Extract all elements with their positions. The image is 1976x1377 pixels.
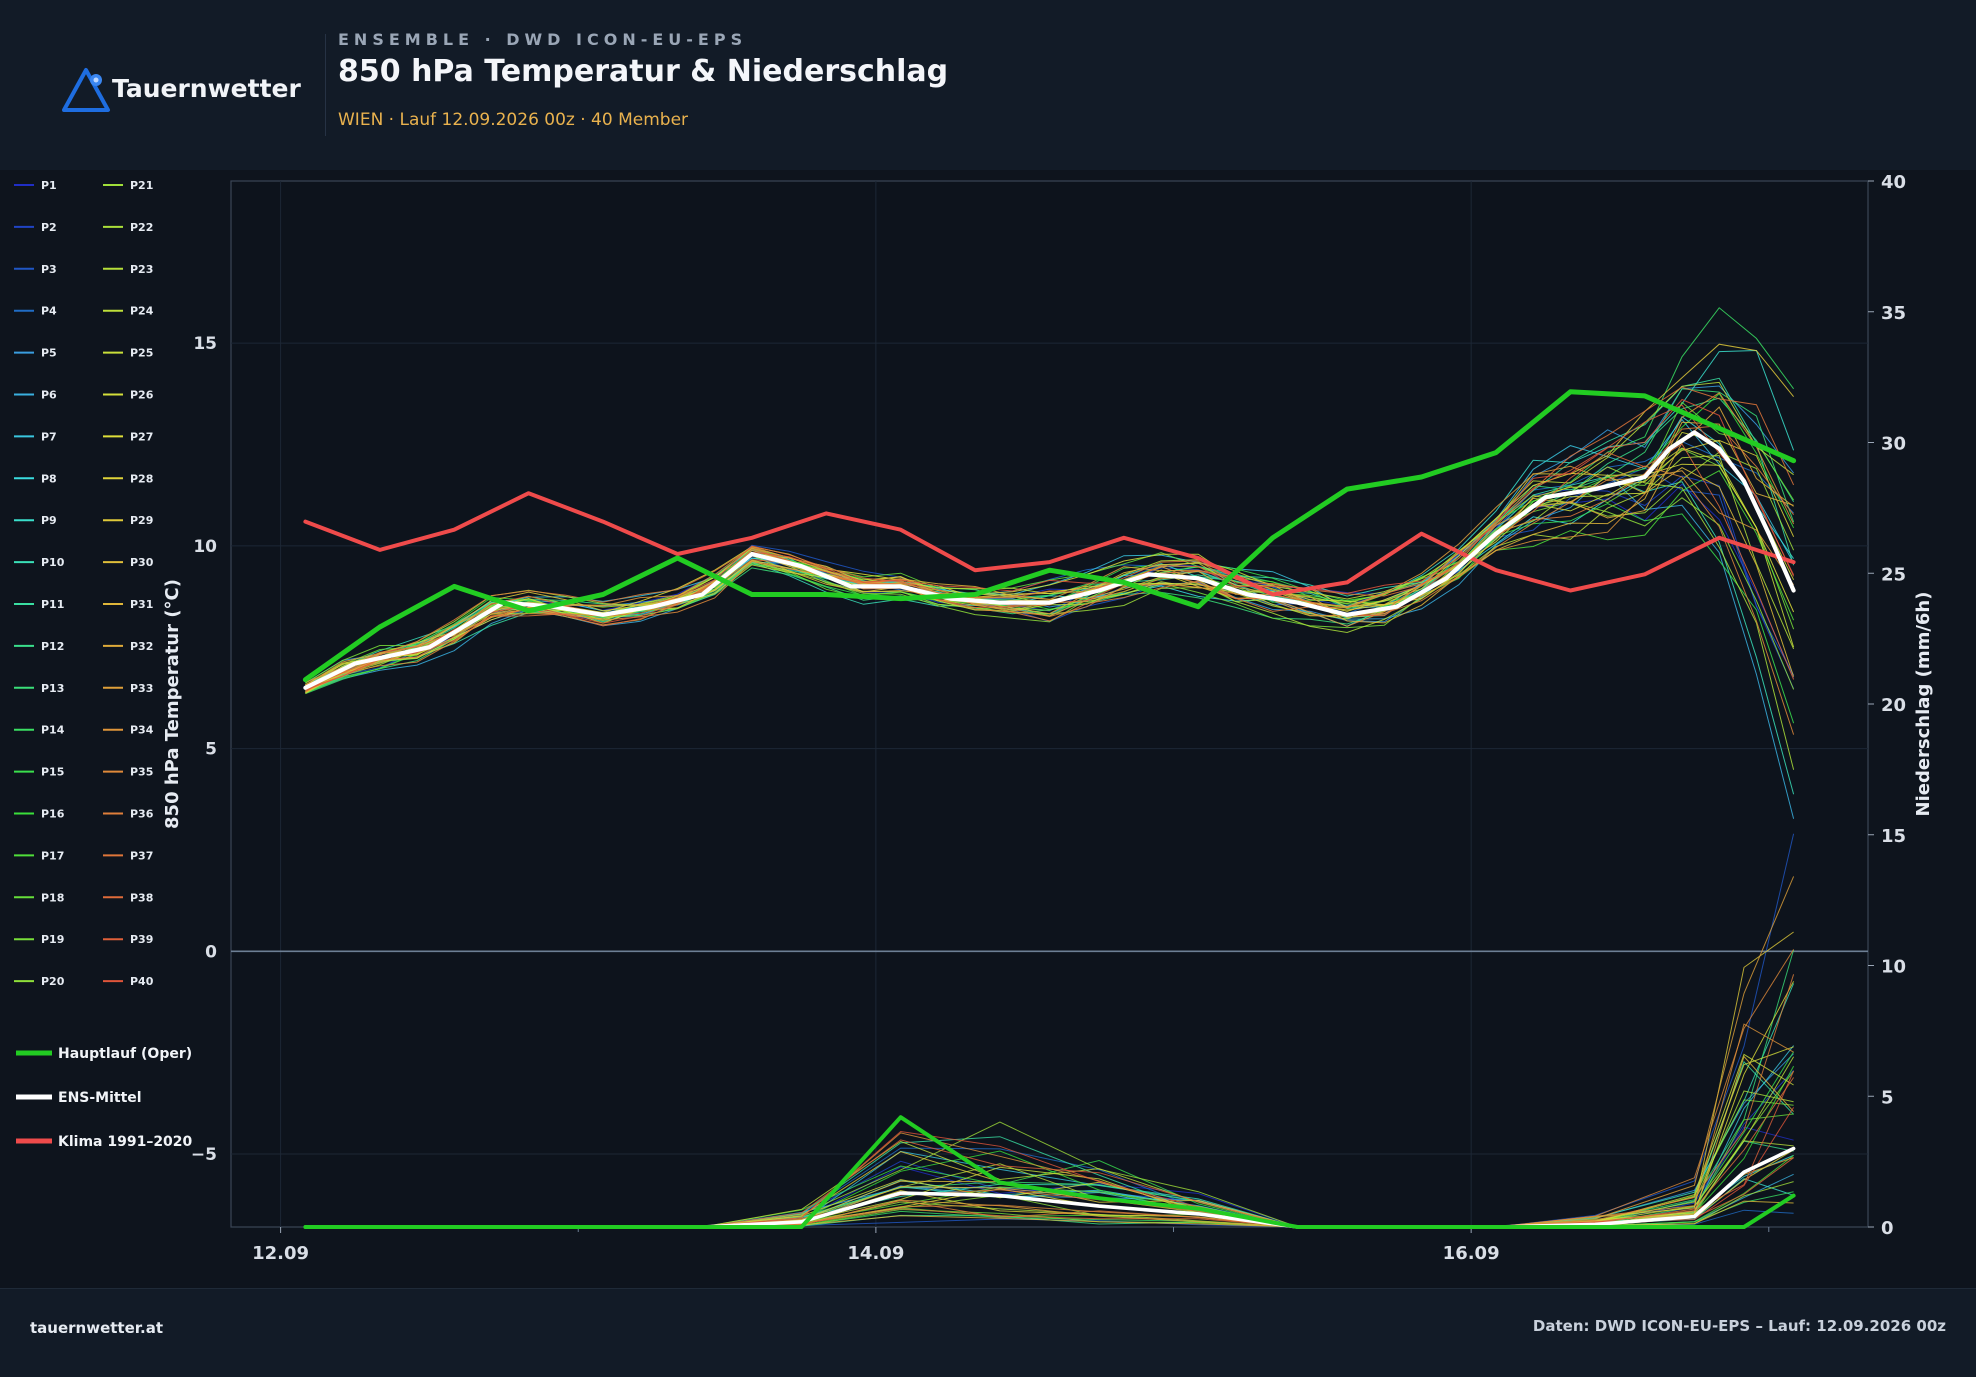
legend-oper-label: Hauptlauf (Oper) (58, 1046, 192, 1062)
legend-member-label: P34 (130, 724, 154, 737)
legend-member-label: P35 (130, 766, 153, 779)
legend-member-label: P39 (130, 933, 153, 946)
legend-member-label: P10 (41, 556, 65, 569)
legend-member-label: P18 (41, 891, 64, 904)
legend-member-label: P2 (41, 221, 57, 234)
legend-member-label: P17 (41, 849, 64, 862)
legend-member-label: P1 (41, 179, 57, 192)
y-axis-label: 850 hPa Temperatur (°C) (162, 579, 183, 829)
legend-member-label: P15 (41, 766, 64, 779)
y-tick-label: 15 (193, 334, 217, 354)
y2-tick-label: 20 (1881, 695, 1906, 716)
y2-tick-label: 15 (1881, 826, 1906, 847)
oper-temp-line (302, 389, 1797, 683)
member-temp-line (305, 443, 1795, 689)
subtitle: WIEN · Lauf 12.09.2026 00z · 40 Member (338, 110, 689, 130)
legend-member-label: P19 (41, 933, 64, 946)
brand-name: Tauernwetter (112, 74, 301, 103)
logo-icon (62, 68, 110, 112)
legend-member-label: P31 (130, 598, 153, 611)
y2-tick-label: 35 (1881, 303, 1906, 324)
ensemble-chart: P1 P2 P3 P4 P5 P6 P7 P8 P9 P10 P11 P12 P13 P14 P15 P16 P… (14, 172, 1934, 1264)
y2-tick-label: 25 (1881, 564, 1906, 585)
legend-member-label: P4 (41, 305, 57, 318)
member-temp-line (305, 386, 1795, 690)
x-tick-label: 12.09 (252, 1243, 309, 1264)
header-divider (325, 34, 326, 136)
legend: P1 P2 P3 P4 P5 P6 P7 P8 P9 P10 P11 P12 P13 P14 P15 P16 P… (14, 179, 193, 1150)
legend-member-label: P28 (130, 472, 153, 485)
legend-member-label: P36 (130, 808, 154, 821)
y2-tick-label: 10 (1881, 957, 1906, 978)
plot-area: −5 0 5 10 15 0 5 10 15 20 25 30 35 40 12.09 14.09 16.09 8… (162, 172, 1934, 1264)
y2-tick-label: 30 (1881, 434, 1906, 455)
legend-mean-label: ENS-Mittel (58, 1090, 142, 1106)
legend-member-label: P20 (41, 975, 65, 988)
legend-member-label: P6 (41, 389, 57, 402)
x-tick-label: 16.09 (1443, 1243, 1500, 1264)
legend-member-label: P33 (130, 682, 153, 695)
legend-member-label: P21 (130, 179, 153, 192)
oper-precip-line (303, 1115, 1796, 1229)
y2-tick-label: 40 (1881, 172, 1906, 193)
legend-member-label: P40 (130, 975, 154, 988)
y-tick-label: 0 (205, 942, 217, 962)
y2-tick-label: 0 (1881, 1218, 1894, 1239)
header: Tauernwetter ENSEMBLE · DWD ICON-EU-EPS … (0, 0, 1976, 170)
member-temp-line (305, 343, 1794, 693)
member-temp-line (305, 425, 1794, 686)
footer: tauernwetter.at Daten: DWD ICON-EU-EPS –… (0, 1288, 1976, 1377)
legend-member-label: P32 (130, 640, 153, 653)
legend-member-label: P8 (41, 472, 57, 485)
legend-clim-label: Klima 1991–2020 (58, 1134, 193, 1150)
legend-member-label: P24 (130, 305, 154, 318)
member-temp-line (305, 398, 1795, 691)
y2-axis-label: Niederschlag (mm/6h) (1913, 592, 1934, 817)
legend-member-label: P37 (130, 849, 153, 862)
legend-member-label: P27 (130, 430, 153, 443)
legend-member-label: P9 (41, 514, 57, 527)
legend-member-label: P5 (41, 347, 57, 360)
mean-temp-line (303, 430, 1796, 690)
y-tick-label: −5 (191, 1145, 217, 1165)
legend-member-label: P29 (130, 514, 153, 527)
y-tick-label: 10 (193, 537, 217, 557)
kicker: ENSEMBLE · DWD ICON-EU-EPS (338, 30, 748, 49)
legend-member-label: P11 (41, 598, 64, 611)
x-tick-label: 14.09 (847, 1243, 904, 1264)
footer-source: Daten: DWD ICON-EU-EPS – Lauf: 12.09.202… (1532, 1317, 1946, 1335)
plot-frame (230, 180, 1869, 1228)
footer-site: tauernwetter.at (30, 1319, 164, 1337)
member-temp-line (305, 440, 1794, 686)
legend-member-label: P13 (41, 682, 64, 695)
y2-tick-label: 5 (1881, 1087, 1894, 1108)
legend-member-label: P14 (41, 724, 65, 737)
legend-member-label: P23 (130, 263, 153, 276)
y-tick-label: 5 (205, 740, 217, 760)
legend-member-label: P7 (41, 430, 57, 443)
member-temp-line (305, 431, 1795, 686)
legend-member-label: P16 (41, 808, 65, 821)
legend-member-label: P25 (130, 347, 153, 360)
page-title: 850 hPa Temperatur & Niederschlag (338, 54, 949, 89)
legend-member-label: P12 (41, 640, 64, 653)
legend-member-label: P22 (130, 221, 153, 234)
legend-member-label: P30 (130, 556, 154, 569)
legend-member-label: P3 (41, 263, 57, 276)
clim-temp-line (303, 491, 1796, 597)
legend-member-label: P38 (130, 891, 153, 904)
legend-member-label: P26 (130, 389, 154, 402)
